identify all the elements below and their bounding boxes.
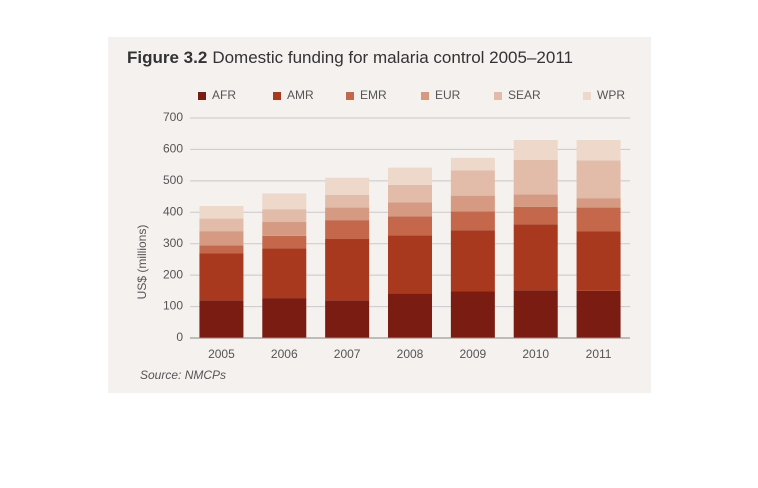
legend-label: AFR xyxy=(212,88,236,102)
y-tick-label: 500 xyxy=(163,173,183,187)
bar-segment xyxy=(262,248,307,299)
figure-label: Figure 3.2 xyxy=(127,48,207,67)
bar-segment xyxy=(388,293,432,338)
bar-segment xyxy=(199,231,244,246)
bar-segment xyxy=(576,207,621,232)
bar-segment xyxy=(513,140,558,160)
legend-swatch xyxy=(421,92,429,100)
x-tick-label: 2005 xyxy=(208,347,235,361)
legend-label: WPR xyxy=(597,88,625,102)
bar-segment xyxy=(450,157,495,171)
legend-swatch xyxy=(583,92,591,100)
x-tick-label: 2008 xyxy=(397,347,424,361)
title-text: Domestic funding for malaria control 200… xyxy=(212,48,573,67)
legend-label: EMR xyxy=(360,88,387,102)
legend-swatch xyxy=(494,92,502,100)
legend-swatch xyxy=(198,92,206,100)
bar-segment xyxy=(576,198,621,208)
bar-segment xyxy=(513,194,558,207)
y-tick-label: 600 xyxy=(163,142,183,156)
bar-segment xyxy=(513,159,558,195)
bar-segment xyxy=(325,195,370,208)
legend-label: EUR xyxy=(435,88,461,102)
legend-swatch xyxy=(346,92,354,100)
source-note: Source: NMCPs xyxy=(140,368,226,382)
bar-segment xyxy=(325,239,370,301)
bar-segment xyxy=(199,245,244,254)
legend-label: SEAR xyxy=(508,88,541,102)
legend-label: AMR xyxy=(287,88,314,102)
bar-segment xyxy=(199,300,244,338)
bar-segment xyxy=(388,216,432,236)
chart-title: Figure 3.2 Domestic funding for malaria c… xyxy=(127,48,573,67)
bar-segment xyxy=(576,160,621,199)
bar-segment xyxy=(513,206,558,225)
x-tick-label: 2010 xyxy=(522,347,549,361)
bar-segment xyxy=(450,211,495,231)
bar-segment xyxy=(450,170,495,196)
x-tick-label: 2006 xyxy=(271,347,298,361)
bar-segment xyxy=(576,231,621,291)
bar-segment xyxy=(513,290,558,338)
bar-segment xyxy=(199,206,244,219)
bar-segment xyxy=(325,177,370,195)
bar-segment xyxy=(388,184,432,203)
bar-segment xyxy=(388,202,432,217)
bar-segment xyxy=(262,209,307,222)
bar-segment xyxy=(325,220,370,239)
y-tick-label: 400 xyxy=(163,204,183,218)
y-axis-label: US$ (millions) xyxy=(135,225,149,300)
bar-segment xyxy=(262,298,307,338)
bar-segment xyxy=(450,195,495,212)
y-tick-label: 100 xyxy=(163,299,183,313)
bar-segment xyxy=(450,291,495,338)
bar-segment xyxy=(262,193,307,210)
y-tick-label: 0 xyxy=(176,330,183,344)
bar-segment xyxy=(388,167,432,185)
y-tick-label: 700 xyxy=(163,110,183,124)
bar-segment xyxy=(388,235,432,294)
bar-segment xyxy=(325,300,370,338)
bar-segment xyxy=(262,235,307,249)
bar-segment xyxy=(199,253,244,301)
x-tick-label: 2009 xyxy=(460,347,487,361)
y-tick-label: 200 xyxy=(163,267,183,281)
bar-segment xyxy=(576,140,621,161)
y-tick-label: 300 xyxy=(163,236,183,250)
bar-segment xyxy=(513,224,558,291)
bar-segment xyxy=(576,290,621,338)
bar-segment xyxy=(325,207,370,221)
bar-segment xyxy=(262,221,307,236)
legend-swatch xyxy=(273,92,281,100)
x-tick-label: 2011 xyxy=(586,347,612,361)
bar-segment xyxy=(450,230,495,292)
bar-segment xyxy=(199,218,244,232)
x-tick-label: 2007 xyxy=(334,347,361,361)
